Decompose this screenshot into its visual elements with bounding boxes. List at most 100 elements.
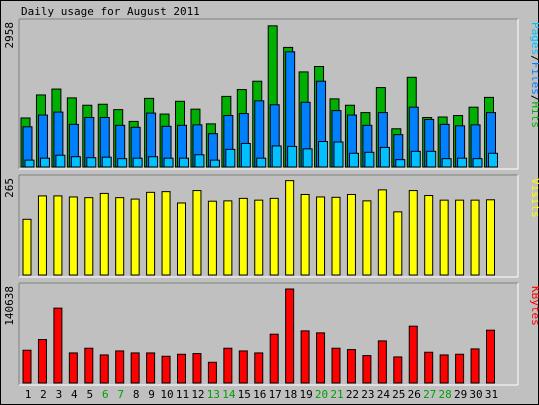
chart-title: Daily usage for August 2011 <box>21 5 200 18</box>
bar-kbytes-day-28 <box>439 354 449 384</box>
bar-pages-day-13 <box>209 159 220 168</box>
day-label-26: 26 <box>408 388 421 401</box>
bar-kbytes-day-13 <box>207 361 217 384</box>
bar-visits-day-27 <box>424 195 434 276</box>
bar-kbytes-day-9 <box>146 352 156 384</box>
bar-pages-day-25 <box>395 159 406 168</box>
bar-pages-day-9 <box>148 156 159 168</box>
bar-kbytes-day-18 <box>285 288 295 384</box>
day-label-3: 3 <box>56 388 63 401</box>
bar-kbytes-day-11 <box>177 353 186 384</box>
bar-visits-day-14 <box>223 200 233 276</box>
panel-2-ymax-label: 140638 <box>3 286 16 326</box>
bar-visits-day-5 <box>84 197 94 276</box>
bar-kbytes-day-20 <box>316 332 326 384</box>
bar-visits-day-11 <box>177 202 186 276</box>
panel-1-legend: Visits <box>529 178 539 218</box>
bar-pages-day-24 <box>379 146 390 168</box>
bar-pages-day-21 <box>333 141 344 168</box>
bar-pages-day-14 <box>225 148 236 168</box>
bar-kbytes-day-10 <box>161 355 171 384</box>
day-label-25: 25 <box>392 388 405 401</box>
day-label-19: 19 <box>299 388 312 401</box>
bar-pages-day-19 <box>302 148 313 168</box>
bar-visits-day-31 <box>486 199 495 276</box>
day-label-4: 4 <box>71 388 78 401</box>
bar-visits-day-1 <box>22 218 32 276</box>
bar-visits-day-21 <box>331 196 341 276</box>
bar-pages-day-18 <box>287 145 298 168</box>
bar-pages-day-7 <box>117 158 128 168</box>
bar-visits-day-13 <box>207 200 217 276</box>
legend-item-0: Visits <box>529 178 539 218</box>
bar-pages-day-27 <box>426 150 437 168</box>
panel-0-ymax-label: 2958 <box>3 22 16 49</box>
bar-visits-day-3 <box>53 195 63 276</box>
legend-item-1: / <box>529 55 539 62</box>
bar-kbytes-day-2 <box>37 339 47 384</box>
day-label-15: 15 <box>238 388 251 401</box>
bar-visits-day-8 <box>130 198 140 276</box>
bar-visits-day-10 <box>161 191 171 276</box>
day-label-30: 30 <box>469 388 482 401</box>
bar-visits-day-7 <box>115 197 125 276</box>
bar-visits-day-28 <box>439 199 449 276</box>
bar-visits-day-25 <box>393 211 403 276</box>
day-label-13: 13 <box>207 388 220 401</box>
day-label-2: 2 <box>40 388 47 401</box>
bar-kbytes-day-25 <box>393 356 403 384</box>
bar-visits-day-24 <box>377 189 387 276</box>
bar-visits-day-6 <box>99 192 109 276</box>
bar-pages-day-1 <box>24 159 35 168</box>
bar-kbytes-day-5 <box>84 347 94 384</box>
bar-kbytes-day-24 <box>377 340 387 384</box>
bar-pages-day-30 <box>472 158 483 168</box>
bar-kbytes-day-29 <box>455 353 465 384</box>
bar-visits-day-19 <box>300 193 310 276</box>
day-label-24: 24 <box>377 388 391 401</box>
day-label-23: 23 <box>361 388 374 401</box>
day-label-5: 5 <box>86 388 93 401</box>
day-label-11: 11 <box>176 388 189 401</box>
bar-kbytes-day-17 <box>269 333 279 384</box>
bar-pages-day-4 <box>70 156 81 168</box>
day-label-18: 18 <box>284 388 297 401</box>
bar-pages-day-17 <box>271 145 282 168</box>
bar-pages-day-29 <box>457 157 468 168</box>
bar-kbytes-day-6 <box>99 354 109 384</box>
bar-visits-day-18 <box>285 180 295 276</box>
bar-kbytes-day-8 <box>130 352 140 384</box>
bar-kbytes-day-15 <box>238 350 248 384</box>
bar-pages-day-5 <box>86 157 97 168</box>
panel-0-legend: Pages/Files/Hits <box>529 22 539 128</box>
legend-item-0: KBytes <box>529 286 539 326</box>
bar-kbytes-day-30 <box>470 348 480 384</box>
bar-pages-day-26 <box>410 150 421 168</box>
day-label-21: 21 <box>330 388 343 401</box>
chart-labels: 2958Pages/Files/Hits265Visits140638KByte… <box>3 22 539 401</box>
chart-bars <box>20 25 498 384</box>
day-label-10: 10 <box>160 388 173 401</box>
day-label-16: 16 <box>253 388 266 401</box>
bar-kbytes-day-7 <box>115 350 125 384</box>
bar-kbytes-day-26 <box>408 325 418 384</box>
legend-item-4: Hits <box>529 102 539 129</box>
bar-visits-day-2 <box>37 195 47 276</box>
day-label-9: 9 <box>148 388 155 401</box>
day-label-8: 8 <box>133 388 140 401</box>
bar-pages-day-23 <box>364 151 375 168</box>
bar-pages-day-11 <box>179 157 189 168</box>
day-label-17: 17 <box>269 388 282 401</box>
day-label-27: 27 <box>423 388 436 401</box>
bar-pages-day-22 <box>348 152 359 168</box>
bar-pages-day-15 <box>240 142 251 168</box>
day-label-28: 28 <box>439 388 452 401</box>
day-label-31: 31 <box>485 388 498 401</box>
day-label-7: 7 <box>117 388 124 401</box>
day-label-22: 22 <box>346 388 359 401</box>
bar-visits-day-15 <box>238 197 248 276</box>
bar-pages-day-28 <box>441 158 452 168</box>
legend-item-0: Pages <box>529 22 539 55</box>
bar-files-day-16 <box>254 100 265 168</box>
